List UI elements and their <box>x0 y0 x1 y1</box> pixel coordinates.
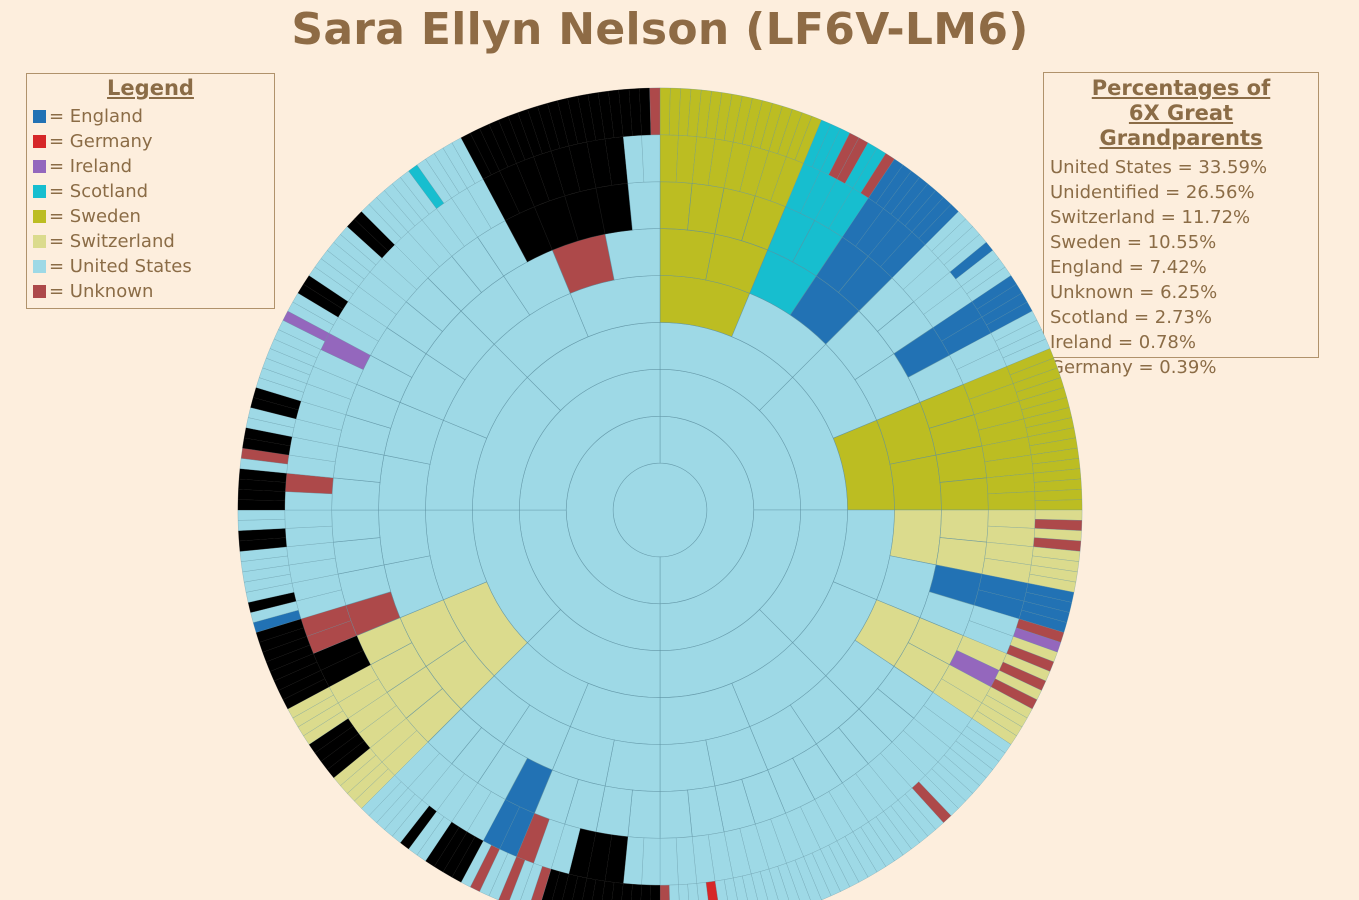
legend-label: = Ireland <box>49 156 133 177</box>
legend-label: = Sweden <box>49 206 141 227</box>
percentage-item: Germany = 0.39% <box>1050 357 1217 378</box>
ancestor-segment <box>889 509 942 566</box>
ancestor-segment <box>237 509 286 521</box>
ancestor-segment <box>659 884 670 900</box>
percentage-item: England = 7.42% <box>1050 257 1207 278</box>
chart-title: Sara Ellyn Nelson (LF6V-LM6) <box>291 4 1029 55</box>
legend-label: = Switzerland <box>49 231 175 252</box>
ancestor-segment <box>939 509 989 543</box>
legend-swatch <box>33 110 46 123</box>
ancestor-segment <box>641 837 661 886</box>
ancestor-segment <box>237 499 286 511</box>
legend-item-england: = England <box>33 104 274 129</box>
percentage-item: Unidentified = 26.56% <box>1050 182 1255 203</box>
ancestor-segment <box>889 454 942 511</box>
legend-item-scotland: = Scotland <box>33 179 274 204</box>
ancestor-segment <box>604 739 661 792</box>
legend-item-switzerland: = Switzerland <box>33 229 274 254</box>
ancestor-segment <box>1034 499 1083 511</box>
ancestor-segment <box>659 181 693 231</box>
legend-label: = Unknown <box>49 281 154 302</box>
ancestor-segment <box>659 228 716 281</box>
legend-swatch <box>33 185 46 198</box>
percentage-item: Sweden = 10.55% <box>1050 232 1217 253</box>
legend-item-ireland: = Ireland <box>33 154 274 179</box>
legend-box: Legend = England = Germany = Ireland = S… <box>26 73 275 309</box>
legend-label: = England <box>49 106 143 127</box>
ancestor-segment <box>649 87 661 136</box>
percentage-item: United States = 33.59% <box>1050 157 1268 178</box>
ancestor-segment <box>987 509 1036 529</box>
legend-item-germany: = Germany <box>33 129 274 154</box>
ancestor-segment <box>659 739 716 792</box>
legend-swatch <box>33 235 46 248</box>
ancestor-segment <box>987 491 1036 511</box>
percentages-box: Percentages of 6X Great Grandparents Uni… <box>1043 72 1319 378</box>
ancestor-segment <box>659 837 679 886</box>
percentages-heading: Percentages of 6X Great Grandparents <box>1044 76 1318 151</box>
ancestor-segment <box>627 181 661 231</box>
ancestor-segment <box>627 789 661 839</box>
percentage-item: Ireland = 0.78% <box>1050 332 1196 353</box>
ancestor-segment <box>284 509 333 529</box>
ancestor-segment <box>641 134 661 183</box>
percentages-heading-line2: 6X Great Grandparents <box>1099 101 1263 150</box>
legend-item-united-states: = United States <box>33 254 274 279</box>
percentages-list: United States = 33.59% Unidentified = 26… <box>1050 155 1318 380</box>
ancestor-segment <box>659 789 693 839</box>
ancestor-segment <box>939 477 989 511</box>
ancestor-segment <box>650 884 661 900</box>
legend-list: = England = Germany = Ireland = Scotland… <box>33 104 274 304</box>
ancestor-segment <box>604 228 661 281</box>
legend-heading: Legend <box>107 76 194 100</box>
ancestor-segment <box>612 462 708 558</box>
legend-label: = United States <box>49 256 192 277</box>
legend-label: = Germany <box>49 131 153 152</box>
percentage-item: Switzerland = 11.72% <box>1050 207 1251 228</box>
ancestor-segment <box>378 454 431 511</box>
legend-label: = Scotland <box>49 181 149 202</box>
legend-swatch <box>33 260 46 273</box>
legend-item-unknown: = Unknown <box>33 279 274 304</box>
ancestor-segment <box>331 509 381 543</box>
ancestor-segment <box>659 87 671 136</box>
ancestor-segment <box>331 477 381 511</box>
ancestor-segment <box>659 134 679 183</box>
ancestor-segment <box>378 509 431 566</box>
percentages-heading-line1: Percentages of <box>1091 76 1271 100</box>
ancestor-segment <box>1034 509 1083 521</box>
legend-swatch <box>33 210 46 223</box>
legend-swatch <box>33 285 46 298</box>
ancestor-segment <box>284 491 333 511</box>
percentage-item: Unknown = 6.25% <box>1050 282 1218 303</box>
legend-item-sweden: = Sweden <box>33 204 274 229</box>
percentage-item: Scotland = 2.73% <box>1050 307 1212 328</box>
legend-swatch <box>33 160 46 173</box>
legend-swatch <box>33 135 46 148</box>
